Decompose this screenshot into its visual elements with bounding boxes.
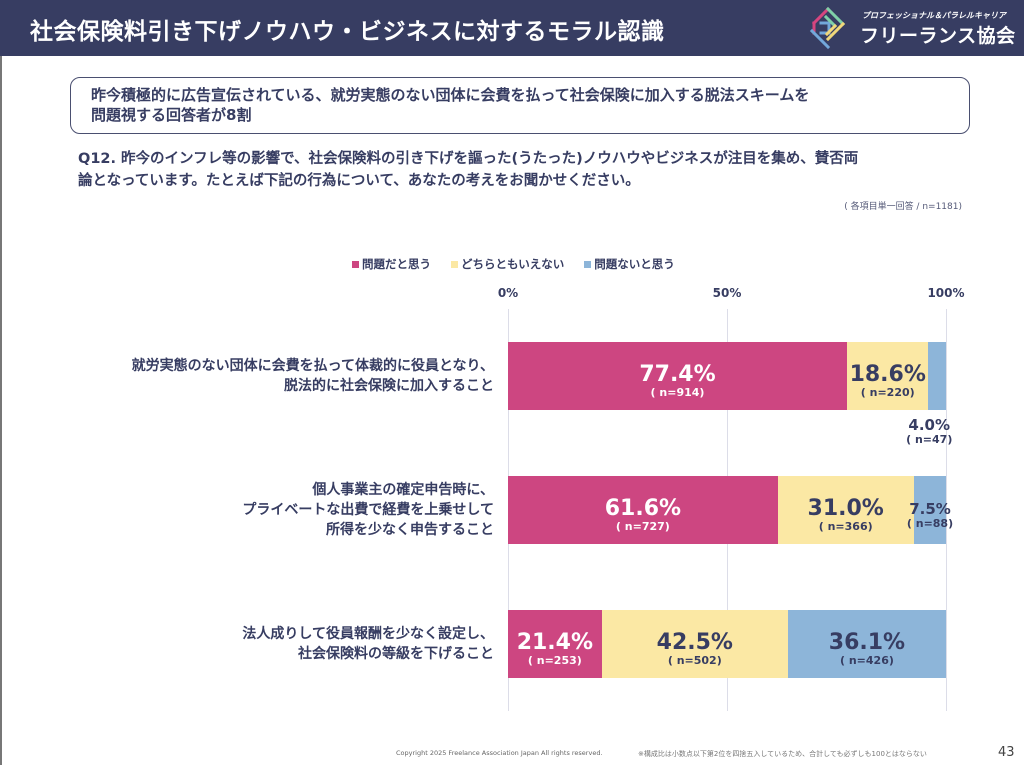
bar-segment <box>601 610 788 678</box>
data-label-count: ( n=220) <box>860 386 915 399</box>
data-label: 42.5%( n=502) <box>656 630 733 667</box>
data-label: 61.6%( n=727) <box>604 496 682 533</box>
legend-swatch <box>352 260 359 268</box>
data-label-count: ( n=502) <box>667 654 722 667</box>
data-label: 4.0%( n=47) <box>906 416 953 446</box>
data-label-count: ( n=914) <box>650 386 705 399</box>
data-label-count: ( n=366) <box>818 520 873 533</box>
bar-segment <box>508 610 602 678</box>
sample-size-note: ( 各項目単一回答 / n=1181) <box>844 202 962 212</box>
legend-item-neutral: どちらともいえない <box>451 256 564 272</box>
bar-segment <box>847 342 929 410</box>
question-text: Q12. 昨今のインフレ等の影響で、社会保険料の引き下げを謳った(うたった)ノウ… <box>78 148 998 192</box>
bar-segment <box>787 610 946 678</box>
chart-legend: 問題だと思う どちらともいえない 問題ないと思う <box>352 256 675 272</box>
summary-line-1: 昨今積極的に広告宣伝されている、就労実態のない団体に会費を払って社会保険に加入す… <box>91 86 810 104</box>
data-label-percent: 7.5% <box>909 500 951 518</box>
data-label: 31.0%( n=366) <box>807 496 884 533</box>
data-label: 18.6%( n=220) <box>849 362 926 399</box>
data-label: 36.1%( n=426) <box>828 630 906 667</box>
data-label: 7.5%( n=88) <box>906 500 954 530</box>
legend-swatch <box>584 260 592 268</box>
gridline <box>946 309 947 711</box>
bar-segment <box>508 342 847 410</box>
data-label-count: ( n=47) <box>906 433 953 446</box>
data-label: 21.4%( n=253) <box>516 630 594 667</box>
question-line-2: 論となっています。たとえば下記の行為について、あなたの考えをお聞かせください。 <box>78 173 640 189</box>
legend-item-problem: 問題だと思う <box>352 256 431 272</box>
summary-box: 昨今積極的に広告宣伝されている、就労実態のない団体に会費を払って社会保険に加入す… <box>70 77 970 134</box>
data-label-count: ( n=253) <box>527 654 582 667</box>
data-label-percent: 36.1% <box>828 630 906 655</box>
data-label-percent: 42.5% <box>656 630 733 655</box>
legend-label: 問題ないと思う <box>594 257 675 271</box>
category-label: 就労実態のない団体に会費を払って体裁的に役員となり、 脱法的に社会保険に加入する… <box>131 358 494 394</box>
legend-label: どちらともいえない <box>461 257 565 271</box>
page-edge <box>0 56 2 765</box>
data-label-count: ( n=88) <box>906 517 954 530</box>
category-label: 法人成りして役員報酬を少なく設定し、 社会保険料の等級を下げること <box>242 626 494 662</box>
logo-name: フリーランス協会 <box>860 25 1016 47</box>
x-tick-label: 100% <box>927 286 965 300</box>
header-bar: 社会保険料引き下げノウハウ・ビジネスに対するモラル認識 プロフェッショナル＆パラ… <box>0 0 1024 56</box>
bar-segment <box>913 476 947 544</box>
legend-item-no-problem: 問題ないと思う <box>584 256 675 272</box>
page-number: 43 <box>998 745 1015 760</box>
rounding-note: ※構成比は小数点以下第2位を四捨五入しているため、合計しても必ずしも100とはな… <box>638 750 927 758</box>
legend-swatch <box>451 260 458 268</box>
category-label: 個人事業主の確定申告時に、 プライベートな出費で経費を上乗せして 所得を少なく申… <box>242 482 494 538</box>
data-label-percent: 21.4% <box>516 630 594 655</box>
page-title: 社会保険料引き下げノウハウ・ビジネスに対するモラル認識 <box>30 19 665 45</box>
logo-tagline: プロフェッショナル＆パラレルキャリア <box>862 11 1006 20</box>
data-label-count: ( n=727) <box>615 520 670 533</box>
data-label-percent: 18.6% <box>849 362 926 387</box>
copyright: Copyright 2025 Freelance Association Jap… <box>396 749 603 757</box>
x-tick-label: 50% <box>712 286 742 300</box>
bar-segment <box>928 342 946 410</box>
data-label-percent: 31.0% <box>807 496 884 521</box>
data-label-percent: 77.4% <box>639 362 716 387</box>
data-label-count: ( n=426) <box>839 654 894 667</box>
bar-segment <box>777 476 914 544</box>
data-label: 77.4%( n=914) <box>639 362 716 399</box>
question-line-1: Q12. 昨今のインフレ等の影響で、社会保険料の引き下げを謳った(うたった)ノウ… <box>78 151 859 167</box>
bar-segment <box>508 476 778 544</box>
association-logo-icon <box>809 6 846 50</box>
data-label-percent: 61.6% <box>604 496 682 521</box>
legend-label: 問題だと思う <box>362 257 431 271</box>
data-label-percent: 4.0% <box>908 416 951 434</box>
x-tick-label: 0% <box>497 286 519 300</box>
summary-line-2: 問題視する回答者が8割 <box>91 106 252 124</box>
